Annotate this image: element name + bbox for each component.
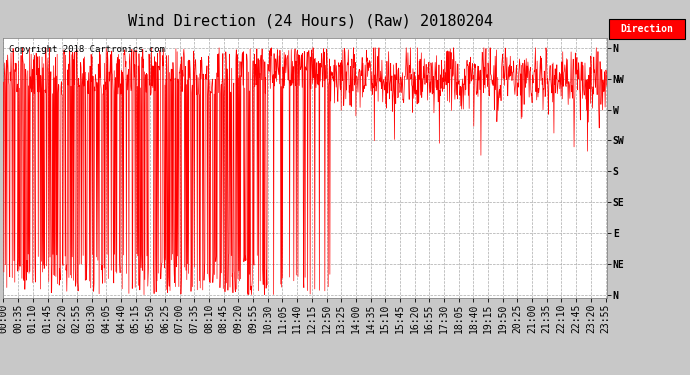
- Text: Wind Direction (24 Hours) (Raw) 20180204: Wind Direction (24 Hours) (Raw) 20180204: [128, 13, 493, 28]
- Text: Copyright 2018 Cartronics.com: Copyright 2018 Cartronics.com: [10, 45, 166, 54]
- Text: Direction: Direction: [621, 24, 673, 34]
